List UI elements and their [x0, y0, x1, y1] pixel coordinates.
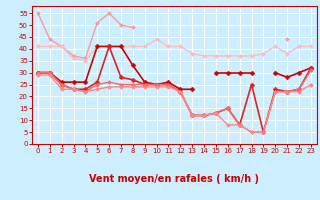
X-axis label: Vent moyen/en rafales ( km/h ): Vent moyen/en rafales ( km/h ): [89, 174, 260, 184]
